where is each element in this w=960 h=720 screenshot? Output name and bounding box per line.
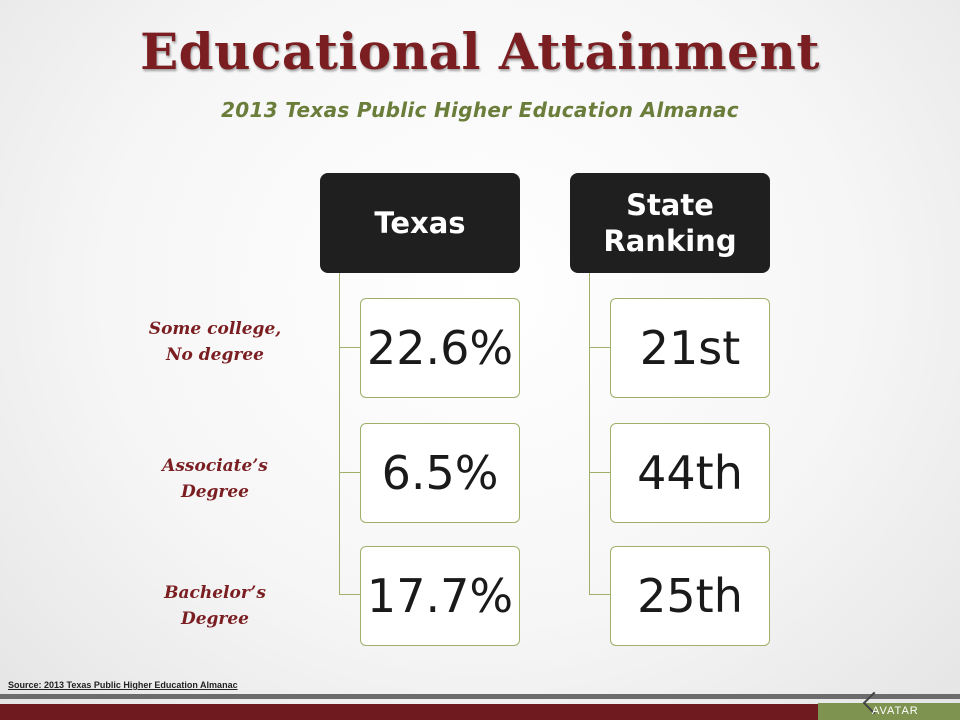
avatar-logo-text: AVATAR [872, 705, 919, 717]
value-ranking-bachelors: 25th [610, 546, 770, 646]
tree-branch [339, 594, 360, 595]
row-label-line: Some college, [148, 319, 282, 339]
page-subtitle: 2013 Texas Public Higher Education Alman… [221, 98, 739, 122]
column-header-texas: Texas [320, 173, 520, 273]
footer-divider [0, 694, 960, 699]
column-header-state-ranking: State Ranking [570, 173, 770, 273]
row-label-line: Bachelor’s [164, 583, 266, 603]
column-header-line: Ranking [603, 224, 737, 258]
value-ranking-associates: 44th [610, 423, 770, 523]
value-ranking-some-college: 21st [610, 298, 770, 398]
row-label-line: No degree [166, 345, 264, 365]
column-header-line: State [626, 188, 714, 222]
value-texas-bachelors: 17.7% [360, 546, 520, 646]
value-texas-some-college: 22.6% [360, 298, 520, 398]
tree-connector [589, 273, 590, 594]
tree-connector [339, 273, 340, 594]
row-label-line: Degree [180, 482, 250, 502]
tree-branch [589, 347, 610, 348]
row-label-associates: Associate’s Degree [115, 453, 315, 505]
tree-branch [589, 472, 610, 473]
value-texas-associates: 6.5% [360, 423, 520, 523]
footer-bar [0, 704, 960, 720]
row-label-bachelors: Bachelor’s Degree [115, 580, 315, 632]
row-label-line: Degree [180, 609, 250, 629]
row-label-some-college: Some college, No degree [115, 316, 315, 368]
source-citation: Source: 2013 Texas Public Higher Educati… [8, 680, 238, 690]
tree-branch [339, 472, 360, 473]
page-title: Educational Attainment [140, 22, 820, 81]
row-label-line: Associate’s [162, 456, 268, 476]
tree-branch [339, 347, 360, 348]
footer-logo-strip [818, 703, 960, 720]
tree-branch [589, 594, 610, 595]
